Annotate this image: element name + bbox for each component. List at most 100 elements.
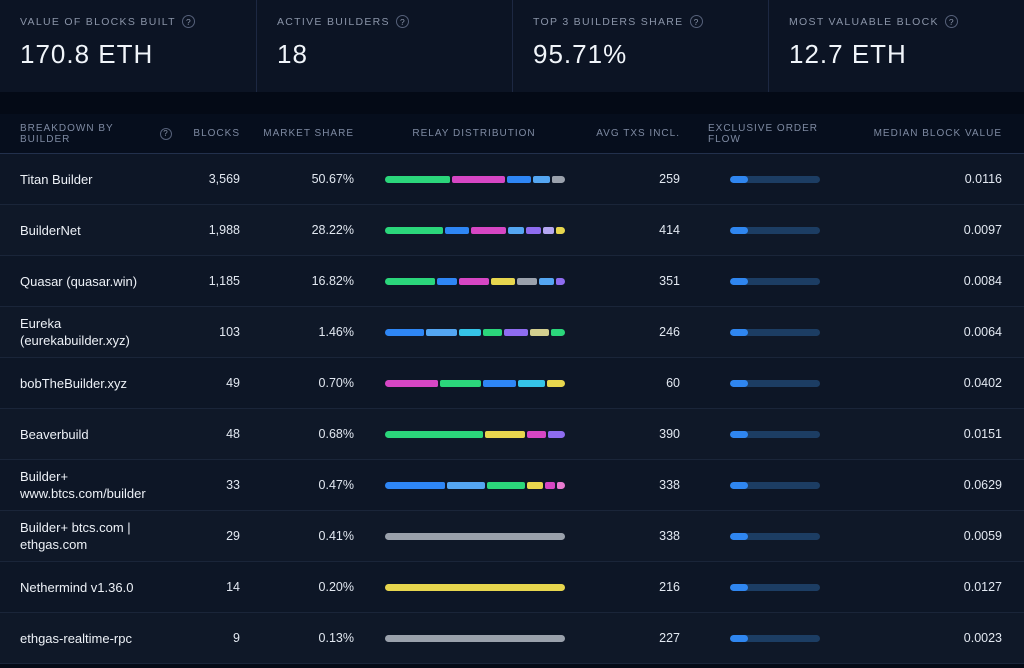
relay-segment [518, 379, 546, 387]
help-icon[interactable]: ? [944, 15, 958, 28]
relay-segment [507, 226, 525, 234]
builder-name: Builder+ www.btcs.com/builder [20, 469, 146, 501]
median-block-value: 0.0059 [963, 529, 1002, 543]
table-row[interactable]: bobTheBuilder.xyz 49 0.70% 60 0.0402 [0, 358, 1024, 409]
market-share-value: 0.47% [318, 478, 354, 492]
table-row[interactable]: Eureka (eurekabuilder.xyz) 103 1.46% 246… [0, 307, 1024, 358]
relay-segment [451, 175, 506, 183]
avg-txs-value: 390 [659, 427, 680, 441]
relay-segment [547, 379, 565, 387]
relay-segment [487, 481, 525, 489]
avg-txs-value: 216 [659, 580, 680, 594]
exclusive-order-flow-fill [730, 583, 748, 591]
help-icon[interactable]: ? [689, 15, 703, 28]
relay-segment [385, 532, 565, 540]
exclusive-order-flow-track [730, 583, 820, 591]
relay-segment [385, 328, 425, 336]
median-block-value: 0.0151 [963, 427, 1002, 441]
stat-label: MOST VALUABLE BLOCK [789, 15, 939, 28]
table-row[interactable]: Quasar (quasar.win) 1,185 16.82% 351 0.0… [0, 256, 1024, 307]
relay-segment [385, 430, 483, 438]
exclusive-order-flow-track [730, 379, 820, 387]
help-icon[interactable]: ? [160, 127, 172, 140]
exclusive-order-flow-fill [730, 379, 748, 387]
blocks-value: 48 [226, 427, 240, 441]
relay-segment [532, 175, 551, 183]
builder-name: Titan Builder [20, 171, 93, 187]
blocks-value: 1,988 [208, 223, 240, 237]
blocks-value: 14 [226, 580, 240, 594]
relay-segment [555, 277, 565, 285]
relay-segment [471, 226, 506, 234]
table-row[interactable]: BuilderNet 1,988 28.22% 414 0.0097 [0, 205, 1024, 256]
table-row[interactable]: Beaverbuild 48 0.68% 390 0.0151 [0, 409, 1024, 460]
relay-segment [385, 634, 565, 642]
relay-distribution-bar [385, 226, 565, 234]
median-block-value: 0.0116 [964, 172, 1002, 186]
table-row[interactable]: Nethermind v1.36.0 14 0.20% 216 0.0127 [0, 562, 1024, 613]
help-icon[interactable]: ? [181, 15, 195, 28]
table-row[interactable]: Titan Builder 3,569 50.67% 259 0.0116 [0, 154, 1024, 205]
relay-distribution-bar [385, 430, 565, 438]
blocks-value: 33 [226, 478, 240, 492]
relay-distribution-bar [385, 634, 565, 642]
stat-value: 18 [277, 39, 308, 69]
exclusive-order-flow-fill [730, 430, 748, 438]
exclusive-order-flow-fill [730, 532, 748, 540]
builder-name: ethgas-realtime-rpc [20, 630, 132, 646]
market-share-value: 16.82% [311, 274, 354, 288]
header-exclusive-order-flow: EXCLUSIVE ORDER FLOW [708, 122, 819, 145]
relay-distribution-bar [385, 583, 565, 591]
table-row[interactable]: Builder+ btcs.com | ethgas.com 29 0.41% … [0, 511, 1024, 562]
blocks-value: 49 [226, 376, 240, 390]
market-share-value: 0.68% [318, 427, 354, 441]
table-row[interactable]: ethgas-realtime-rpc 9 0.13% 227 0.0023 [0, 613, 1024, 664]
median-block-value: 0.0023 [963, 631, 1002, 645]
stat-value: 170.8 ETH [20, 39, 154, 69]
stat-label: TOP 3 BUILDERS SHARE [533, 15, 684, 28]
table-row[interactable]: Builder+ www.btcs.com/builder 33 0.47% 3… [0, 460, 1024, 511]
exclusive-order-flow-fill [730, 328, 748, 336]
relay-segment [557, 481, 565, 489]
relay-distribution-bar [385, 379, 565, 387]
relay-segment [526, 226, 541, 234]
stats-bar: VALUE OF BLOCKS BUILT ? 170.8 ETH ACTIVE… [0, 0, 1024, 92]
exclusive-order-flow-track [730, 328, 820, 336]
relay-segment [482, 379, 517, 387]
blocks-value: 3,569 [208, 172, 240, 186]
table-header: BREAKDOWN BY BUILDER ? BLOCKS MARKET SHA… [0, 114, 1024, 154]
builder-name: Builder+ btcs.com | ethgas.com [20, 520, 131, 552]
exclusive-order-flow-fill [730, 277, 748, 285]
stat-card-top3-builders-share: TOP 3 BUILDERS SHARE ? 95.71% [512, 0, 768, 92]
header-blocks: BLOCKS [193, 128, 240, 139]
avg-txs-value: 227 [659, 631, 680, 645]
relay-distribution-bar [385, 532, 565, 540]
exclusive-order-flow-track [730, 277, 820, 285]
relay-segment [459, 277, 489, 285]
market-share-value: 0.41% [318, 529, 354, 543]
relay-distribution-bar [385, 277, 565, 285]
median-block-value: 0.0097 [963, 223, 1002, 237]
relay-segment [529, 328, 550, 336]
market-share-value: 50.67% [311, 172, 354, 186]
help-icon[interactable]: ? [395, 15, 409, 28]
builder-name: Quasar (quasar.win) [20, 273, 138, 289]
relay-segment [447, 481, 485, 489]
relay-segment [482, 328, 503, 336]
stat-label: ACTIVE BUILDERS [277, 15, 390, 28]
builder-name: BuilderNet [20, 222, 81, 238]
exclusive-order-flow-track [730, 226, 820, 234]
exclusive-order-flow-fill [730, 175, 748, 183]
avg-txs-value: 351 [659, 274, 680, 288]
relay-segment [385, 277, 435, 285]
blocks-value: 29 [226, 529, 240, 543]
header-relay-distribution: RELAY DISTRIBUTION [412, 128, 536, 139]
avg-txs-value: 338 [659, 478, 680, 492]
market-share-value: 0.13% [318, 631, 354, 645]
median-block-value: 0.0127 [963, 580, 1002, 594]
table-body: Titan Builder 3,569 50.67% 259 0.0116 Bu… [0, 154, 1024, 664]
header-market-share: MARKET SHARE [263, 128, 354, 139]
relay-segment [552, 175, 566, 183]
relay-segment [385, 481, 445, 489]
